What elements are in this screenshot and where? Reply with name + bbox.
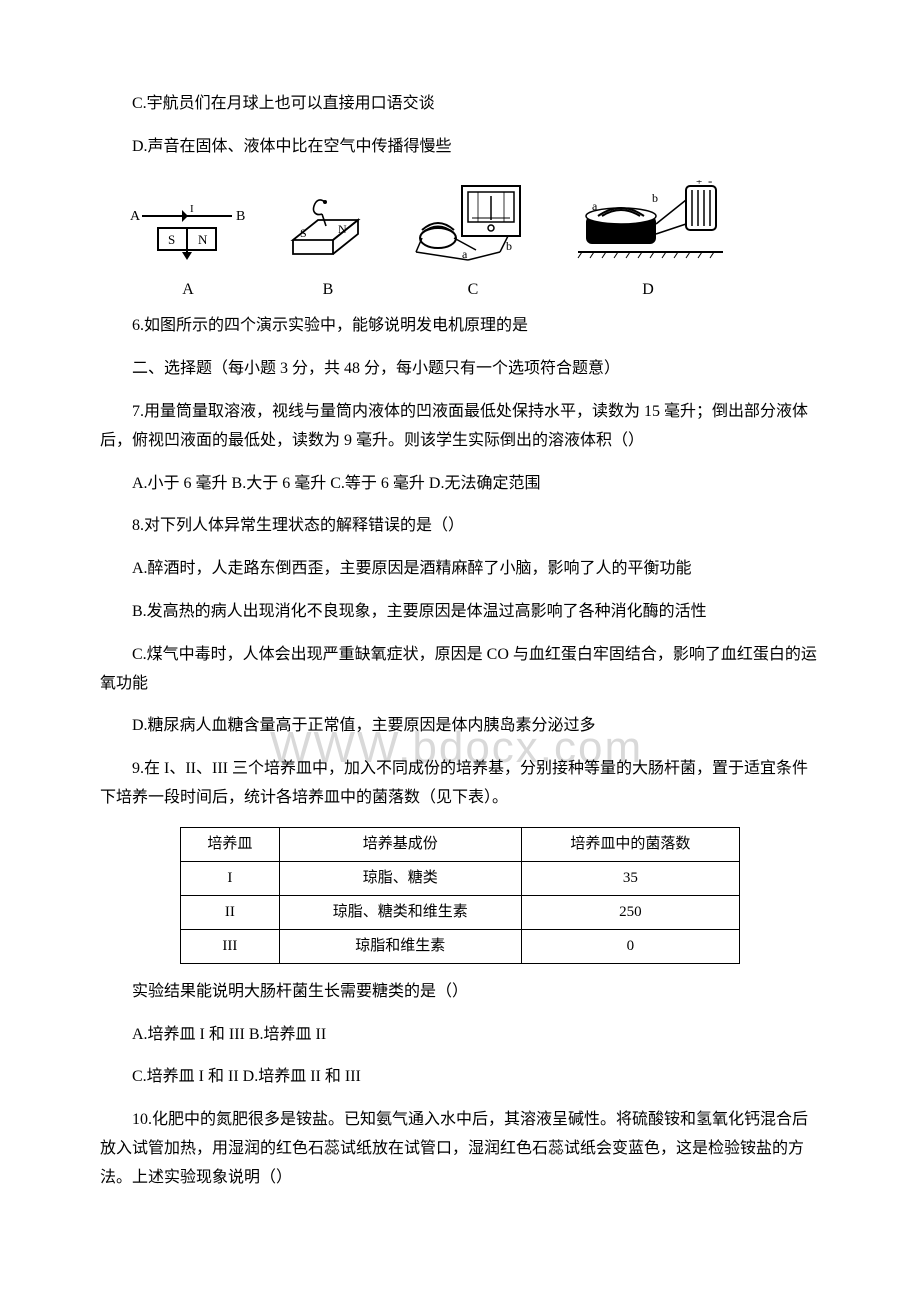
svg-text:A: A [130,209,141,224]
diagram-b-label: B [323,276,334,305]
question-7-text: 7.用量筒量取溶液，视线与量筒内液体的凹液面最低处保持水平，读数为 15 毫升；… [100,403,808,449]
diagram-b-svg: S N [278,190,378,270]
svg-text:S: S [168,232,175,247]
question-6: 6.如图所示的四个演示实验中，能够说明发电机原理的是 [100,312,820,341]
svg-text:+: + [696,180,702,188]
diagram-d: + - a b [568,180,728,305]
diagram-row: A B I S N A [128,180,820,305]
question-9-options-1: A.培养皿 I 和 III B.培养皿 II [100,1021,820,1050]
diagram-c-svg: a b [408,180,538,270]
question-10: 10.化肥中的氮肥很多是铵盐。已知氨气通入水中后，其溶液呈碱性。将硫酸铵和氢氧化… [100,1106,820,1192]
svg-text:B: B [236,209,245,224]
question-10-text: 10.化肥中的氮肥很多是铵盐。已知氨气通入水中后，其溶液呈碱性。将硫酸铵和氢氧化… [100,1111,808,1186]
question-9: 9.在 I、II、III 三个培养皿中，加入不同成份的培养基，分别接种等量的大肠… [100,755,820,813]
svg-text:N: N [198,232,208,247]
svg-text:-: - [708,180,712,188]
svg-text:S: S [300,226,307,240]
table-header: 培养皿中的菌落数 [521,827,739,861]
table-row: III 琼脂和维生素 0 [181,929,740,963]
section-2-header: 二、选择题（每小题 3 分，共 48 分，每小题只有一个选项符合题意） [100,355,820,384]
question-7-options: A.小于 6 毫升 B.大于 6 毫升 C.等于 6 毫升 D.无法确定范围 [100,470,820,499]
diagram-c-label: C [468,276,479,305]
svg-text:b: b [652,191,658,205]
question-8-c-text: C.煤气中毒时，人体会出现严重缺氧症状，原因是 CO 与血红蛋白牢固结合，影响了… [100,646,817,692]
diagram-d-label: D [642,276,654,305]
culture-table: 培养皿 培养基成份 培养皿中的菌落数 I 琼脂、糖类 35 II 琼脂、糖类和维… [180,827,740,964]
diagram-d-svg: + - a b [568,180,728,270]
question-8-b-text: B.发高热的病人出现消化不良现象，主要原因是体温过高影响了各种消化酶的活性 [132,603,707,620]
table-header: 培养基成份 [279,827,521,861]
table-cell: III [181,929,280,963]
table-cell: 琼脂、糖类 [279,861,521,895]
table-row: II 琼脂、糖类和维生素 250 [181,895,740,929]
svg-text:a: a [462,247,468,261]
table-cell: 0 [521,929,739,963]
diagram-a: A B I S N A [128,200,248,305]
diagram-c: a b C [408,180,538,305]
svg-text:N: N [338,222,347,236]
document-body: C.宇航员们在月球上也可以直接用口语交谈 D.声音在固体、液体中比在空气中传播得… [100,90,820,1193]
question-8-d: D.糖尿病人血糖含量高于正常值，主要原因是体内胰岛素分泌过多 [100,712,820,741]
option-c: C.宇航员们在月球上也可以直接用口语交谈 [100,90,820,119]
svg-text:b: b [506,239,512,253]
diagram-a-label: A [182,276,194,305]
question-9-text: 9.在 I、II、III 三个培养皿中，加入不同成份的培养基，分别接种等量的大肠… [100,760,808,806]
table-cell: I [181,861,280,895]
question-8-c: C.煤气中毒时，人体会出现严重缺氧症状，原因是 CO 与血红蛋白牢固结合，影响了… [100,641,820,699]
question-8-a: A.醉酒时，人走路东倒西歪，主要原因是酒精麻醉了小脑，影响了人的平衡功能 [100,555,820,584]
question-9-options-2: C.培养皿 I 和 II D.培养皿 II 和 III [100,1063,820,1092]
table-cell: 琼脂、糖类和维生素 [279,895,521,929]
table-cell: II [181,895,280,929]
table-cell: 35 [521,861,739,895]
question-9-after: 实验结果能说明大肠杆菌生长需要糖类的是（） [100,978,820,1007]
table-header-row: 培养皿 培养基成份 培养皿中的菌落数 [181,827,740,861]
question-8: 8.对下列人体异常生理状态的解释错误的是（） [100,512,820,541]
svg-text:a: a [592,199,598,213]
diagram-b: S N B [278,190,378,305]
question-7: 7.用量筒量取溶液，视线与量筒内液体的凹液面最低处保持水平，读数为 15 毫升；… [100,398,820,456]
table-row: I 琼脂、糖类 35 [181,861,740,895]
diagram-a-svg: A B I S N [128,200,248,270]
question-8-b: B.发高热的病人出现消化不良现象，主要原因是体温过高影响了各种消化酶的活性 [100,598,820,627]
option-d: D.声音在固体、液体中比在空气中传播得慢些 [100,133,820,162]
table-cell: 250 [521,895,739,929]
table-header: 培养皿 [181,827,280,861]
svg-text:I: I [190,203,194,215]
table-cell: 琼脂和维生素 [279,929,521,963]
